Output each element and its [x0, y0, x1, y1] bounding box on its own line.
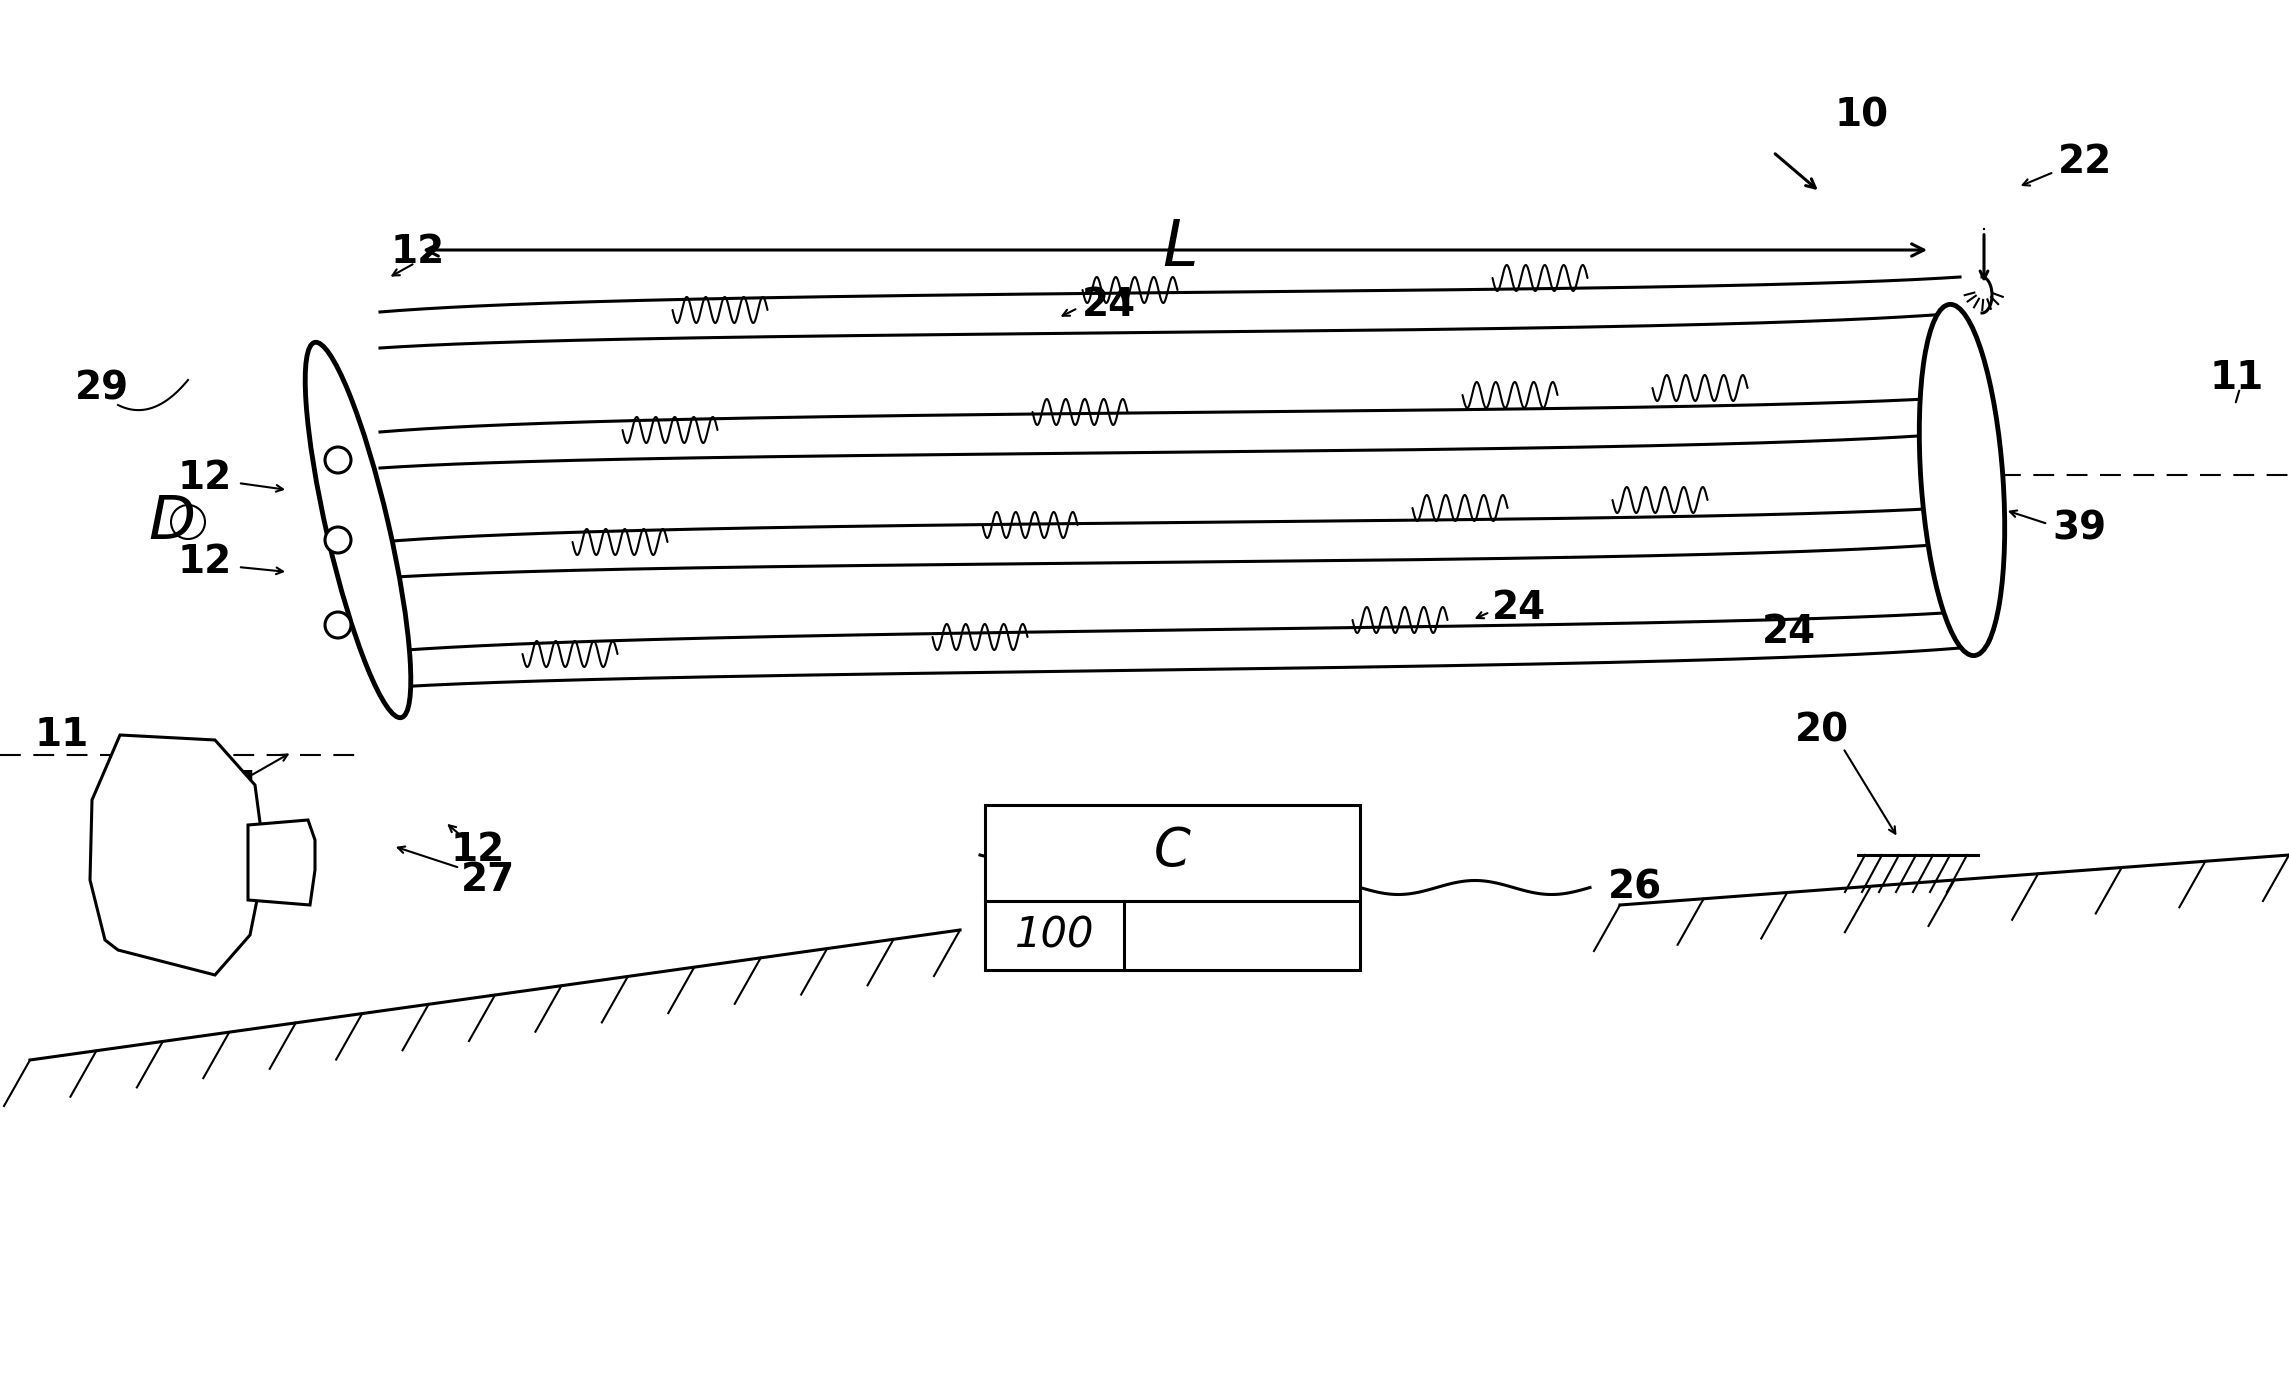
Text: 10: 10 [1836, 97, 1888, 134]
Circle shape [325, 527, 350, 553]
Bar [984, 805, 1360, 970]
Text: 20: 20 [1795, 711, 1850, 749]
Text: 12: 12 [391, 233, 444, 270]
Text: 14: 14 [206, 769, 259, 807]
Text: 12: 12 [179, 460, 231, 497]
Circle shape [325, 611, 350, 638]
Polygon shape [247, 820, 316, 905]
Text: 24: 24 [1763, 613, 1815, 651]
Text: 27: 27 [460, 861, 515, 898]
Text: 11: 11 [2209, 359, 2264, 397]
Text: 100: 100 [1014, 915, 1094, 956]
Text: 12: 12 [451, 831, 506, 869]
Text: 39: 39 [2051, 509, 2106, 546]
Text: C: C [1154, 825, 1190, 878]
Text: D: D [149, 493, 195, 552]
Text: L: L [1163, 217, 1197, 279]
Text: 22: 22 [2058, 144, 2113, 181]
Text: 26: 26 [1607, 868, 1662, 907]
Text: 29: 29 [76, 368, 128, 407]
Text: 24: 24 [1083, 286, 1135, 324]
Circle shape [325, 447, 350, 473]
Polygon shape [89, 736, 266, 976]
Text: 12: 12 [179, 542, 231, 581]
Text: 24: 24 [1492, 589, 1545, 627]
Text: $S_N$: $S_N$ [1165, 887, 1225, 937]
Text: 11: 11 [34, 716, 89, 753]
Ellipse shape [304, 342, 410, 718]
Ellipse shape [1918, 305, 2005, 656]
